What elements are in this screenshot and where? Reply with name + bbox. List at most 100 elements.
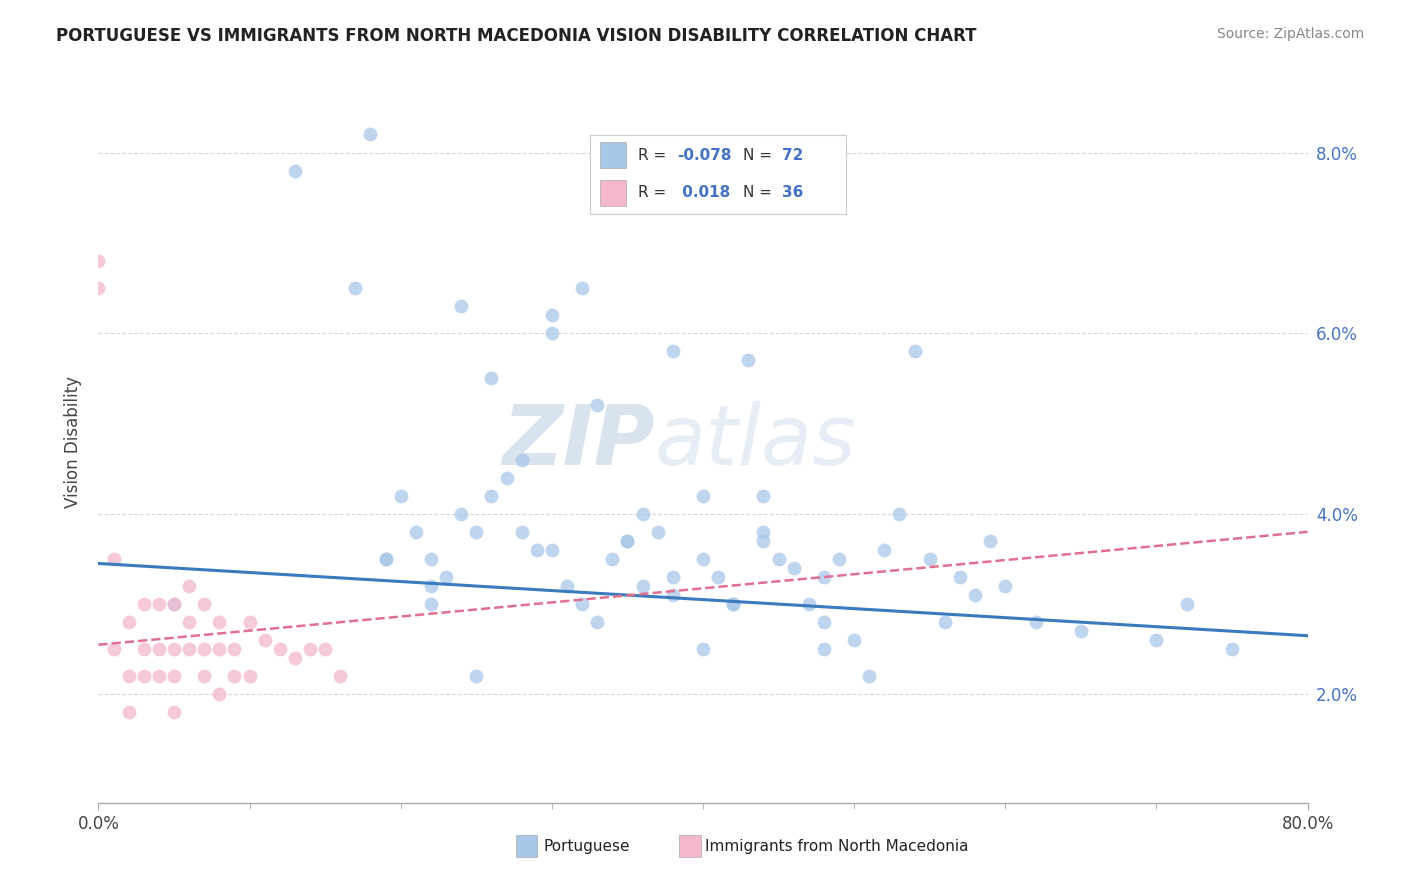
Point: [661, 588, 683, 602]
Text: R =: R =: [638, 186, 672, 201]
Point: [224, 642, 246, 657]
Point: [616, 533, 638, 548]
Point: [616, 533, 638, 548]
Point: [571, 281, 593, 295]
Point: [768, 552, 790, 566]
Text: Portuguese: Portuguese: [543, 838, 630, 854]
Point: [118, 706, 141, 720]
Point: [374, 552, 396, 566]
Point: [586, 398, 609, 412]
Point: [692, 552, 714, 566]
Point: [813, 570, 835, 584]
Point: [586, 615, 609, 630]
Text: -0.078: -0.078: [676, 147, 731, 162]
Point: [661, 344, 683, 359]
Point: [193, 669, 215, 683]
Point: [360, 128, 382, 142]
Point: [208, 687, 231, 701]
Point: [979, 533, 1001, 548]
Text: 72: 72: [782, 147, 803, 162]
Y-axis label: Vision Disability: Vision Disability: [65, 376, 83, 508]
Point: [118, 669, 141, 683]
Point: [918, 552, 941, 566]
Point: [510, 452, 533, 467]
Point: [420, 552, 443, 566]
Point: [284, 163, 307, 178]
Point: [481, 371, 503, 385]
Point: [179, 615, 201, 630]
Point: [329, 669, 352, 683]
Point: [949, 570, 972, 584]
Point: [692, 489, 714, 503]
Point: [1144, 633, 1167, 648]
Point: [163, 669, 186, 683]
Point: [540, 542, 562, 557]
Point: [934, 615, 956, 630]
Point: [707, 570, 730, 584]
Point: [193, 642, 215, 657]
Point: [723, 597, 745, 611]
Point: [510, 524, 533, 539]
Point: [783, 561, 806, 575]
Point: [163, 597, 186, 611]
Point: [132, 642, 155, 657]
Point: [224, 669, 246, 683]
Point: [481, 489, 503, 503]
Point: [132, 669, 155, 683]
Point: [450, 507, 472, 521]
Bar: [600, 143, 626, 168]
Text: 0.018: 0.018: [676, 186, 730, 201]
Point: [813, 642, 835, 657]
Point: [284, 651, 307, 665]
Point: [420, 597, 443, 611]
Point: [526, 542, 548, 557]
Point: [752, 489, 775, 503]
Point: [420, 579, 443, 593]
Point: [661, 570, 683, 584]
Bar: [516, 835, 537, 857]
Point: [1070, 624, 1092, 639]
Point: [405, 524, 427, 539]
Point: [602, 552, 624, 566]
Text: ZIP: ZIP: [502, 401, 655, 482]
Text: N =: N =: [744, 186, 778, 201]
Point: [465, 524, 488, 539]
Point: [103, 552, 125, 566]
Point: [1175, 597, 1198, 611]
Point: [163, 706, 186, 720]
Point: [873, 542, 896, 557]
Point: [540, 326, 562, 340]
Point: [858, 669, 880, 683]
Point: [179, 579, 201, 593]
Point: [148, 642, 170, 657]
Point: [797, 597, 820, 611]
Point: [723, 597, 745, 611]
Point: [1220, 642, 1243, 657]
Point: [965, 588, 987, 602]
Point: [87, 281, 110, 295]
Point: [752, 524, 775, 539]
Point: [540, 308, 562, 322]
Point: [208, 642, 231, 657]
Point: [148, 597, 170, 611]
Point: [555, 579, 578, 593]
Point: [269, 642, 291, 657]
Point: [631, 507, 654, 521]
Point: [87, 253, 110, 268]
Point: [994, 579, 1017, 593]
Point: [193, 597, 215, 611]
Point: [752, 533, 775, 548]
Point: [737, 353, 759, 368]
Point: [889, 507, 911, 521]
Point: [239, 615, 262, 630]
Point: [692, 642, 714, 657]
Point: [118, 615, 141, 630]
Point: [631, 579, 654, 593]
Point: [904, 344, 927, 359]
Point: [813, 615, 835, 630]
Point: [314, 642, 336, 657]
Text: N =: N =: [744, 147, 778, 162]
Bar: [679, 835, 700, 857]
Point: [374, 552, 396, 566]
Point: [103, 642, 125, 657]
